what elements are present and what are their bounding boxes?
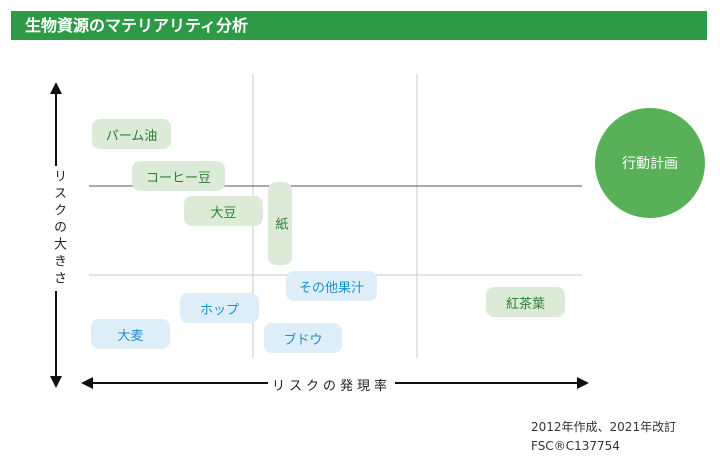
- y-axis-label: リスクの大きさ: [49, 166, 68, 291]
- item-paper: 紙: [268, 182, 292, 265]
- item-grapes: ブドウ: [264, 323, 342, 353]
- item-coffee-beans: コーヒー豆: [132, 161, 225, 191]
- item-tea-leaves: 紅茶葉: [486, 287, 565, 317]
- fsc-code: FSC®C137754: [531, 439, 620, 453]
- action-plan-circle: 行動計画: [595, 108, 705, 218]
- item-other-juice: その他果汁: [286, 271, 377, 301]
- x-axis-arrowhead-right: [577, 377, 589, 389]
- item-soybean: 大豆: [184, 196, 263, 226]
- item-barley: 大麦: [91, 319, 170, 349]
- y-axis-arrowhead-bottom: [50, 376, 62, 388]
- item-hops: ホップ: [180, 293, 259, 323]
- y-axis-arrowhead-top: [50, 82, 62, 94]
- header-bar: 生物資源のマテリアリティ分析: [11, 11, 707, 40]
- x-axis-arrowhead-left: [81, 377, 93, 389]
- x-axis-label: リスクの発現率: [268, 375, 396, 394]
- date-note: 2012年作成、2021年改訂: [531, 420, 677, 434]
- item-palm-oil: パーム油: [92, 119, 171, 149]
- page-title: 生物資源のマテリアリティ分析: [25, 16, 249, 35]
